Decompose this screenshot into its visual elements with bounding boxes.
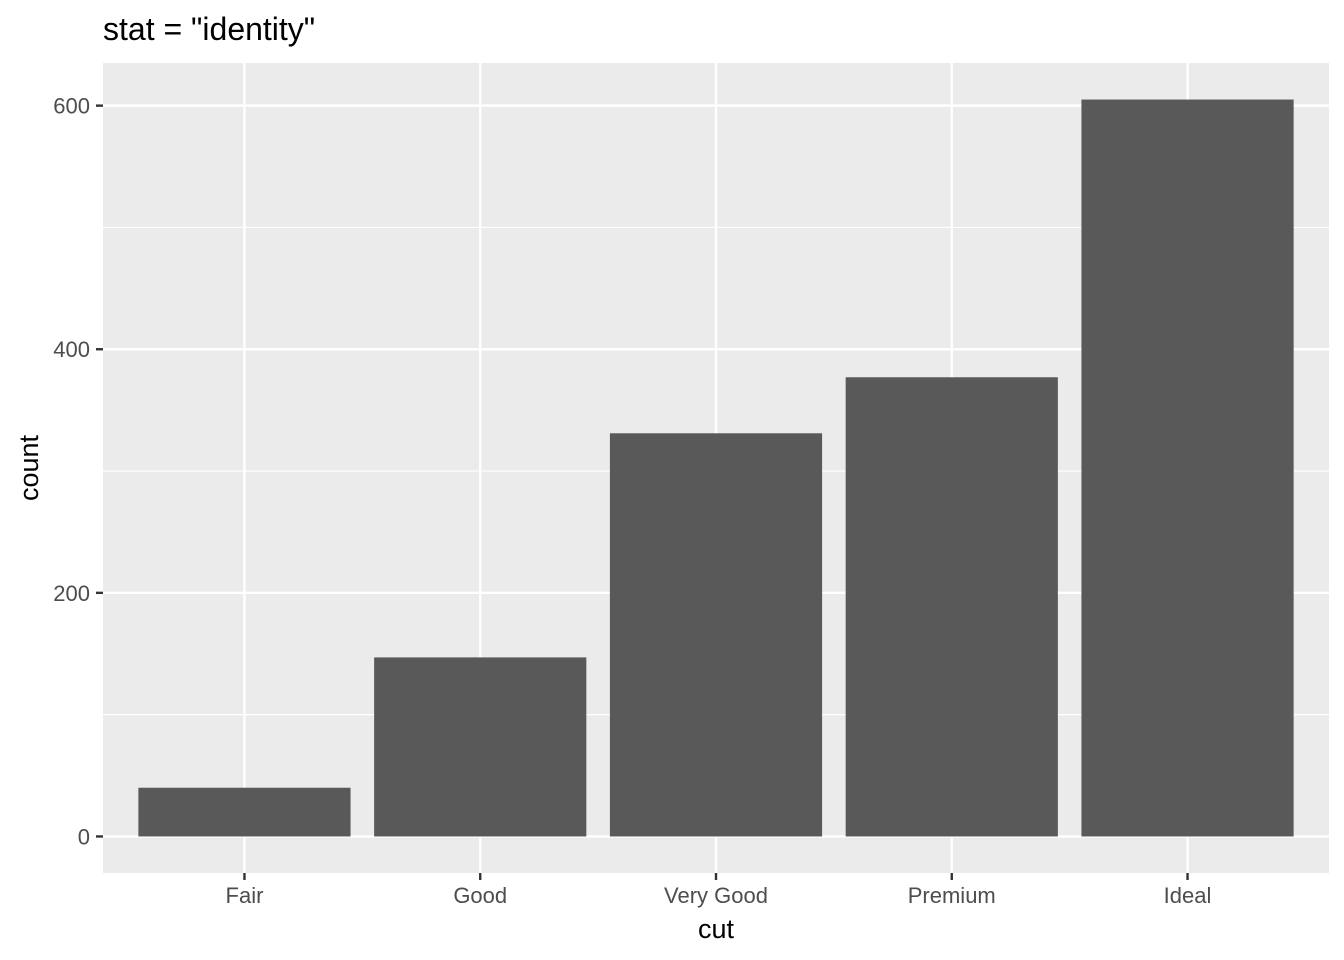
y-axis: 0 200 400 600 xyxy=(53,94,103,849)
x-tick-label: Fair xyxy=(226,883,264,908)
bar-premium xyxy=(845,377,1058,837)
bars xyxy=(138,99,1294,837)
x-axis: Fair Good Very Good Premium Ideal xyxy=(226,873,1212,908)
bar-ideal xyxy=(1081,99,1294,837)
y-tick-label: 200 xyxy=(53,581,90,606)
x-axis-title: cut xyxy=(698,914,735,944)
chart-title: stat = "identity" xyxy=(103,11,315,47)
y-tick-label: 400 xyxy=(53,337,90,362)
x-tick-label: Good xyxy=(453,883,507,908)
bar-very-good xyxy=(609,433,823,837)
bar-good xyxy=(374,657,587,837)
y-tick-label: 0 xyxy=(78,824,90,849)
x-tick-label: Ideal xyxy=(1164,883,1212,908)
y-tick-label: 600 xyxy=(53,94,90,119)
x-tick-label: Premium xyxy=(908,883,996,908)
bar-fair xyxy=(138,787,351,837)
x-tick-label: Very Good xyxy=(664,883,768,908)
y-axis-title: count xyxy=(14,434,44,501)
